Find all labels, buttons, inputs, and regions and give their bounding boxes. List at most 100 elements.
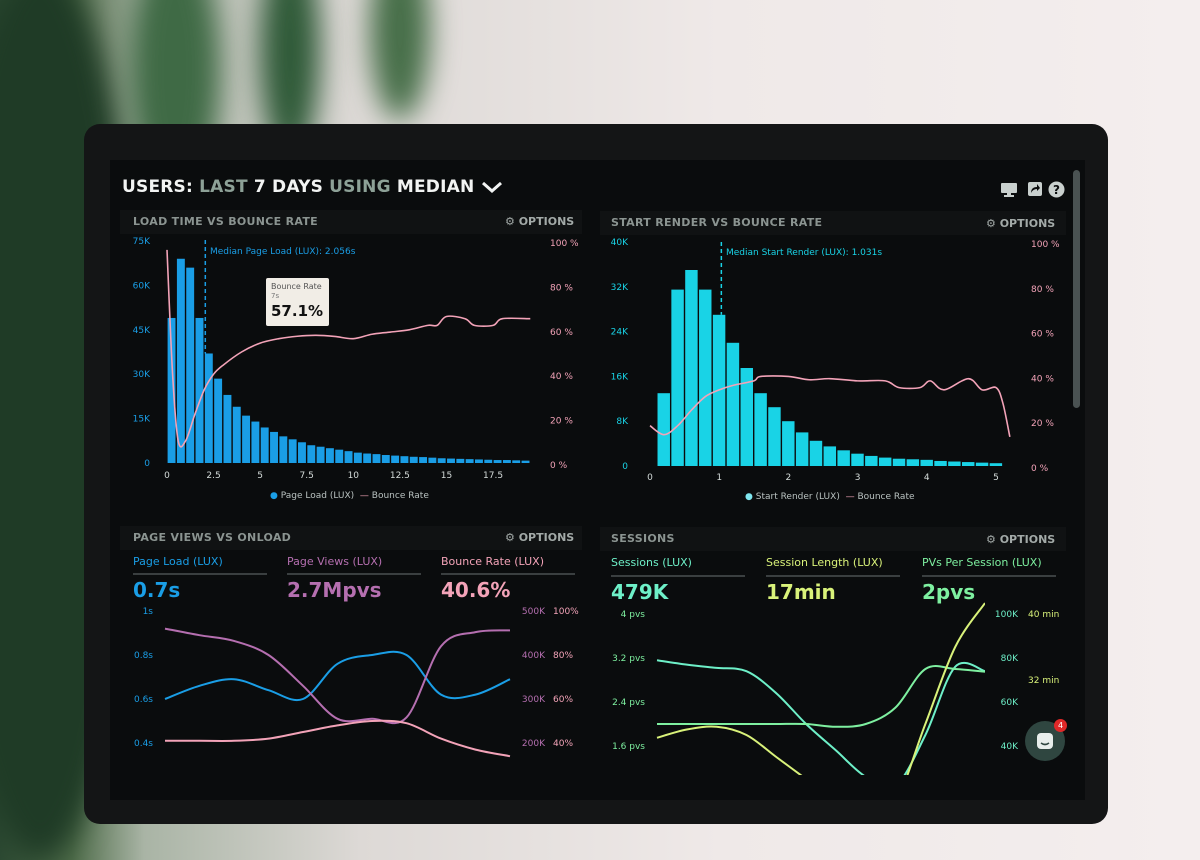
metric-label: Bounce Rate (LUX) bbox=[441, 555, 545, 568]
median-label: Median Page Load (LUX): 2.056s bbox=[210, 247, 356, 257]
bar bbox=[335, 449, 344, 463]
bar bbox=[167, 317, 176, 463]
metric-value[interactable]: 40.6% bbox=[441, 578, 511, 602]
divider bbox=[133, 573, 267, 575]
bar bbox=[409, 456, 418, 463]
y-tick-label: 0.6s bbox=[134, 695, 153, 705]
series-line bbox=[656, 602, 985, 775]
share-icon[interactable] bbox=[1027, 181, 1043, 197]
bar bbox=[195, 317, 204, 463]
y-tick-label: 30K bbox=[133, 370, 151, 380]
y2-tick-label: 40 % bbox=[550, 372, 573, 382]
bar bbox=[214, 378, 223, 463]
bar bbox=[400, 456, 409, 463]
x-tick-label: 1 bbox=[716, 473, 722, 483]
options-button[interactable]: ⚙ OPTIONS bbox=[986, 217, 1055, 230]
panel-header-start-render bbox=[600, 211, 1066, 235]
bar bbox=[962, 462, 975, 466]
y2-tick-label: 40K bbox=[1001, 742, 1019, 752]
y-tick-label: 0.8s bbox=[134, 651, 153, 661]
bar bbox=[851, 453, 864, 466]
options-label: OPTIONS bbox=[518, 531, 575, 544]
bar bbox=[740, 368, 753, 466]
bar bbox=[837, 450, 850, 466]
options-button[interactable]: ⚙ OPTIONS bbox=[505, 531, 574, 544]
bar bbox=[232, 406, 241, 463]
bar bbox=[298, 442, 306, 463]
bar bbox=[223, 394, 232, 463]
bar bbox=[920, 459, 933, 466]
bar bbox=[975, 462, 989, 466]
x-tick-label: 0 bbox=[647, 473, 653, 483]
bar bbox=[186, 267, 195, 463]
y3-tick-label: 80% bbox=[553, 651, 573, 661]
median-label: Median Start Render (LUX): 1.031s bbox=[726, 248, 883, 258]
chevron-down-icon[interactable] bbox=[481, 180, 503, 194]
y2-tick-label: 60 % bbox=[550, 328, 573, 338]
legend-line-icon: — bbox=[359, 491, 369, 501]
x-tick-label: 3 bbox=[855, 473, 861, 483]
bar bbox=[782, 421, 795, 466]
y2-tick-label: 60K bbox=[1001, 698, 1019, 708]
bar bbox=[484, 459, 493, 463]
y2-tick-label: 100K bbox=[995, 610, 1019, 620]
y2-tick-label: 0 % bbox=[1031, 464, 1049, 474]
y-tick-label: 2.4 pvs bbox=[612, 698, 645, 708]
bar bbox=[502, 460, 511, 463]
x-tick-label: 5 bbox=[993, 473, 999, 483]
y2-tick-label: 300K bbox=[522, 695, 546, 705]
title-metric[interactable]: MEDIAN bbox=[396, 177, 475, 197]
legend[interactable]: ● Start Render (LUX) — Bounce Rate bbox=[745, 492, 915, 502]
bar bbox=[754, 393, 767, 466]
y2-tick-label: 400K bbox=[522, 651, 546, 661]
y2-tick-label: 200K bbox=[522, 739, 546, 749]
bar bbox=[493, 460, 502, 463]
bar bbox=[892, 458, 906, 466]
y2-tick-label: 20 % bbox=[550, 417, 573, 427]
y-tick-label: 0 bbox=[144, 459, 150, 469]
metric-value[interactable]: 2pvs bbox=[922, 580, 976, 604]
metric-value[interactable]: 2.7Mpvs bbox=[287, 578, 382, 602]
divider bbox=[441, 573, 575, 575]
bar bbox=[795, 432, 809, 466]
bar bbox=[465, 459, 474, 463]
metric-value[interactable]: 17min bbox=[766, 580, 836, 604]
x-tick-label: 15 bbox=[441, 471, 452, 481]
y-tick-label: 8K bbox=[616, 417, 629, 427]
y-tick-label: 60K bbox=[133, 281, 151, 291]
bar bbox=[353, 452, 362, 463]
y-tick-label: 4 pvs bbox=[621, 610, 646, 620]
bar bbox=[176, 258, 185, 463]
bar bbox=[671, 289, 684, 466]
line-group bbox=[164, 627, 511, 758]
x-tick-label: 2 bbox=[786, 473, 792, 483]
chat-button[interactable]: 4 bbox=[1025, 719, 1067, 761]
metric-value[interactable]: 0.7s bbox=[133, 578, 181, 602]
title-last: LAST bbox=[199, 177, 248, 197]
y-tick-label: 1.6 pvs bbox=[612, 742, 645, 752]
title-range[interactable]: 7 DAYS bbox=[253, 177, 324, 197]
help-icon[interactable]: ? bbox=[1048, 181, 1065, 198]
page-title[interactable]: USERS: LAST 7 DAYS USING MEDIAN bbox=[122, 177, 503, 197]
y-tick-label: 32K bbox=[611, 283, 629, 293]
y2-tick-label: 100 % bbox=[1031, 240, 1060, 250]
options-label: OPTIONS bbox=[999, 533, 1056, 546]
metric-value[interactable]: 479K bbox=[611, 580, 669, 604]
tooltip-sub: 7s bbox=[271, 292, 280, 300]
bar bbox=[251, 421, 260, 463]
legend[interactable]: ● Page Load (LUX) — Bounce Rate bbox=[270, 491, 429, 501]
bar bbox=[865, 455, 878, 466]
monitor-icon[interactable] bbox=[1000, 182, 1018, 197]
bounce-rate-line bbox=[649, 375, 1011, 438]
panel-header-load-time bbox=[120, 210, 582, 234]
line-group bbox=[656, 602, 985, 775]
tooltip: Bounce Rate 7s 57.1% bbox=[266, 278, 329, 326]
bar bbox=[809, 440, 823, 466]
scrollbar[interactable] bbox=[1073, 170, 1080, 408]
legend-item: Bounce Rate bbox=[857, 492, 915, 502]
options-button[interactable]: ⚙ OPTIONS bbox=[986, 533, 1055, 546]
y-tick-label: 1s bbox=[143, 607, 154, 617]
options-button[interactable]: ⚙ OPTIONS bbox=[505, 215, 574, 228]
panel-header-sessions bbox=[600, 527, 1066, 551]
y-tick-label: 24K bbox=[611, 328, 629, 338]
